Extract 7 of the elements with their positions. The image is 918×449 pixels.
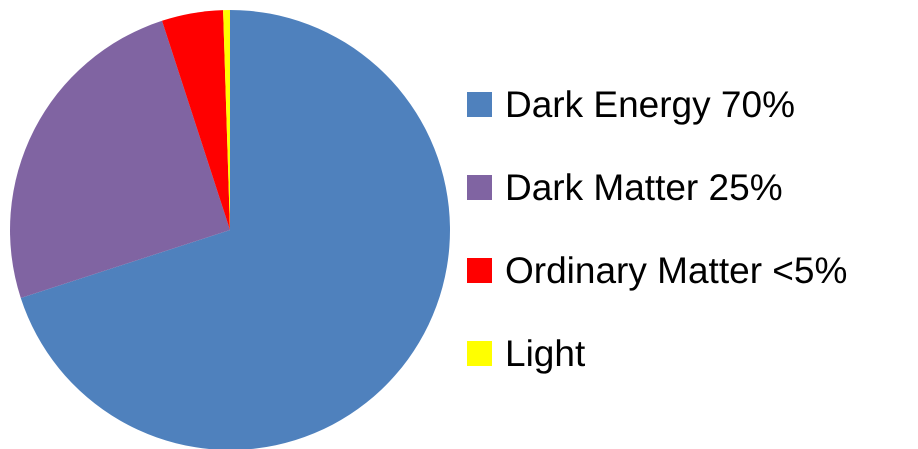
legend-label: Dark Energy 70% <box>505 84 795 125</box>
pie-slice <box>10 20 230 298</box>
legend-label: Light <box>505 333 586 374</box>
pie-slice <box>162 10 230 230</box>
legend-label: Ordinary Matter <5% <box>505 250 848 291</box>
pie-slice <box>20 10 450 449</box>
legend-label: Dark Matter 25% <box>505 167 783 208</box>
